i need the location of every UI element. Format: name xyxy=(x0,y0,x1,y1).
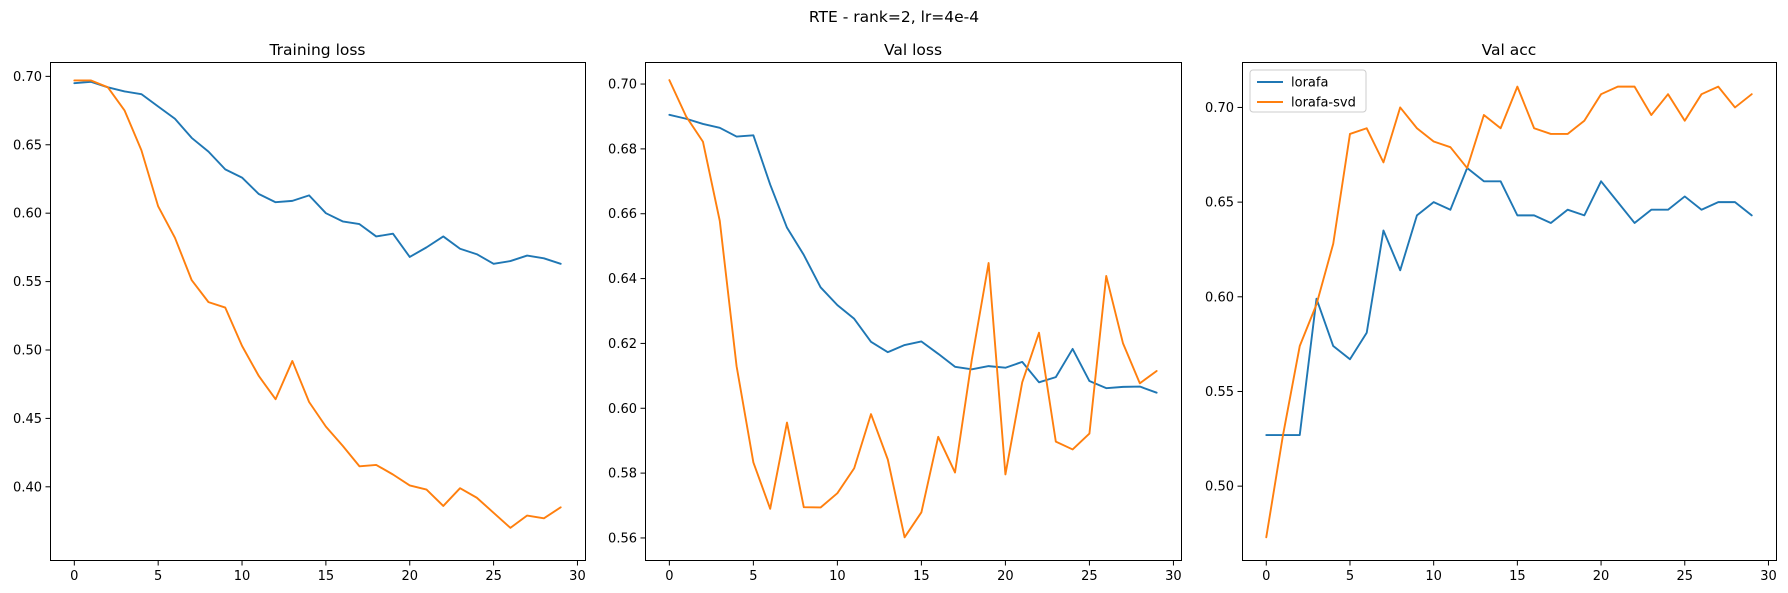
chart-1-x-tick-label: 10 xyxy=(234,569,251,584)
chart-1-x-tick-label: 0 xyxy=(70,569,78,584)
chart-2-x-axis: 0 5 10 15 20 25 30 xyxy=(665,560,1182,584)
chart-3-series-group xyxy=(1265,85,1753,539)
chart-2-series-lorafa-svd-line xyxy=(668,79,1158,539)
chart-2-axes: Val loss 0 5 10 15 20 25 30 0.56 0.58 0.60 0.62 0.64… xyxy=(608,41,1182,584)
chart-3-series-lorafa-line xyxy=(1265,167,1753,436)
chart-2-x-tick-label: 30 xyxy=(1165,569,1182,584)
chart-3-title: Val acc xyxy=(1482,41,1537,59)
chart-3-legend-label-lorafa: lorafa xyxy=(1291,76,1328,91)
chart-1-y-tick-label: 0.55 xyxy=(13,275,42,290)
chart-2-series-group xyxy=(668,79,1158,539)
chart-3-axes: Val acc 0 5 10 15 20 25 30 0.50 0.55 0.60 0.65 0.70 l… xyxy=(1205,41,1777,584)
chart-1-x-axis: 0 5 10 15 20 25 30 xyxy=(70,560,586,584)
chart-3-frame xyxy=(1242,62,1777,561)
chart-2-y-tick-label: 0.62 xyxy=(608,337,637,352)
chart-1-x-tick-label: 25 xyxy=(485,569,502,584)
chart-1-frame xyxy=(50,62,586,561)
chart-1-series-lorafa-svd-line xyxy=(73,79,562,529)
chart-1-y-tick-label: 0.60 xyxy=(13,207,42,222)
chart-3-y-axis: 0.50 0.55 0.60 0.65 0.70 xyxy=(1205,101,1243,495)
chart-3-y-tick-label: 0.55 xyxy=(1205,385,1234,400)
chart-1-y-axis: 0.40 0.45 0.50 0.55 0.60 0.65 0.70 xyxy=(13,70,51,495)
figure-suptitle: RTE - rank=2, lr=4e-4 xyxy=(809,8,979,26)
chart-3-y-tick-label: 0.60 xyxy=(1205,290,1234,305)
chart-1-x-tick-label: 5 xyxy=(154,569,162,584)
chart-3-x-tick-label: 0 xyxy=(1262,569,1270,584)
chart-2-x-tick-label: 25 xyxy=(1081,569,1098,584)
chart-3-legend-label-lorafa-svd: lorafa-svd xyxy=(1291,96,1356,111)
chart-2-y-axis: 0.56 0.58 0.60 0.62 0.64 0.66 0.68 0.70 xyxy=(608,78,646,546)
chart-3-x-tick-label: 25 xyxy=(1676,569,1693,584)
chart-2-x-tick-label: 0 xyxy=(665,569,673,584)
chart-3-x-tick-label: 15 xyxy=(1509,569,1526,584)
chart-2-series-lorafa-line xyxy=(668,113,1158,394)
chart-3-x-tick-label: 5 xyxy=(1346,569,1354,584)
chart-2-x-tick-label: 15 xyxy=(913,569,930,584)
chart-1-title: Training loss xyxy=(268,41,365,59)
chart-3-x-tick-label: 30 xyxy=(1760,569,1777,584)
chart-1-series-lorafa-line xyxy=(73,80,562,265)
chart-3-y-tick-label: 0.65 xyxy=(1205,196,1234,211)
chart-3-series-lorafa-svd-line xyxy=(1265,85,1753,539)
chart-2-y-tick-label: 0.64 xyxy=(608,272,637,287)
chart-3-x-tick-label: 10 xyxy=(1425,569,1442,584)
chart-2-frame xyxy=(645,62,1182,561)
chart-1-y-tick-label: 0.70 xyxy=(13,70,42,85)
chart-2-y-tick-label: 0.56 xyxy=(608,531,637,546)
chart-2-y-tick-label: 0.58 xyxy=(608,467,637,482)
chart-2-y-tick-label: 0.70 xyxy=(608,78,637,93)
chart-1-axes: Training loss 0 5 10 15 20 25 30 0.40 0.45 0.50 0.5… xyxy=(13,41,586,584)
chart-3-y-tick-label: 0.50 xyxy=(1205,480,1234,495)
chart-3-x-tick-label: 20 xyxy=(1593,569,1610,584)
chart-1-x-tick-label: 15 xyxy=(318,569,335,584)
chart-2-x-tick-label: 10 xyxy=(829,569,846,584)
chart-2-y-tick-label: 0.68 xyxy=(608,142,637,157)
chart-2-y-tick-label: 0.66 xyxy=(608,207,637,222)
chart-3-x-axis: 0 5 10 15 20 25 30 xyxy=(1262,560,1777,584)
chart-1-y-tick-label: 0.50 xyxy=(13,343,42,358)
chart-1-y-tick-label: 0.40 xyxy=(13,480,42,495)
chart-1-y-tick-label: 0.65 xyxy=(13,138,42,153)
chart-2-x-tick-label: 20 xyxy=(997,569,1014,584)
chart-1-y-tick-label: 0.45 xyxy=(13,412,42,427)
chart-3-y-tick-label: 0.70 xyxy=(1205,101,1234,116)
chart-2-x-tick-label: 5 xyxy=(749,569,757,584)
chart-3-legend: lorafa lorafa-svd xyxy=(1249,69,1367,113)
chart-1-x-tick-label: 20 xyxy=(401,569,418,584)
chart-1-series-group xyxy=(73,79,562,529)
chart-2-y-tick-label: 0.60 xyxy=(608,402,637,417)
chart-1-x-tick-label: 30 xyxy=(569,569,586,584)
chart-2-title: Val loss xyxy=(884,41,942,59)
